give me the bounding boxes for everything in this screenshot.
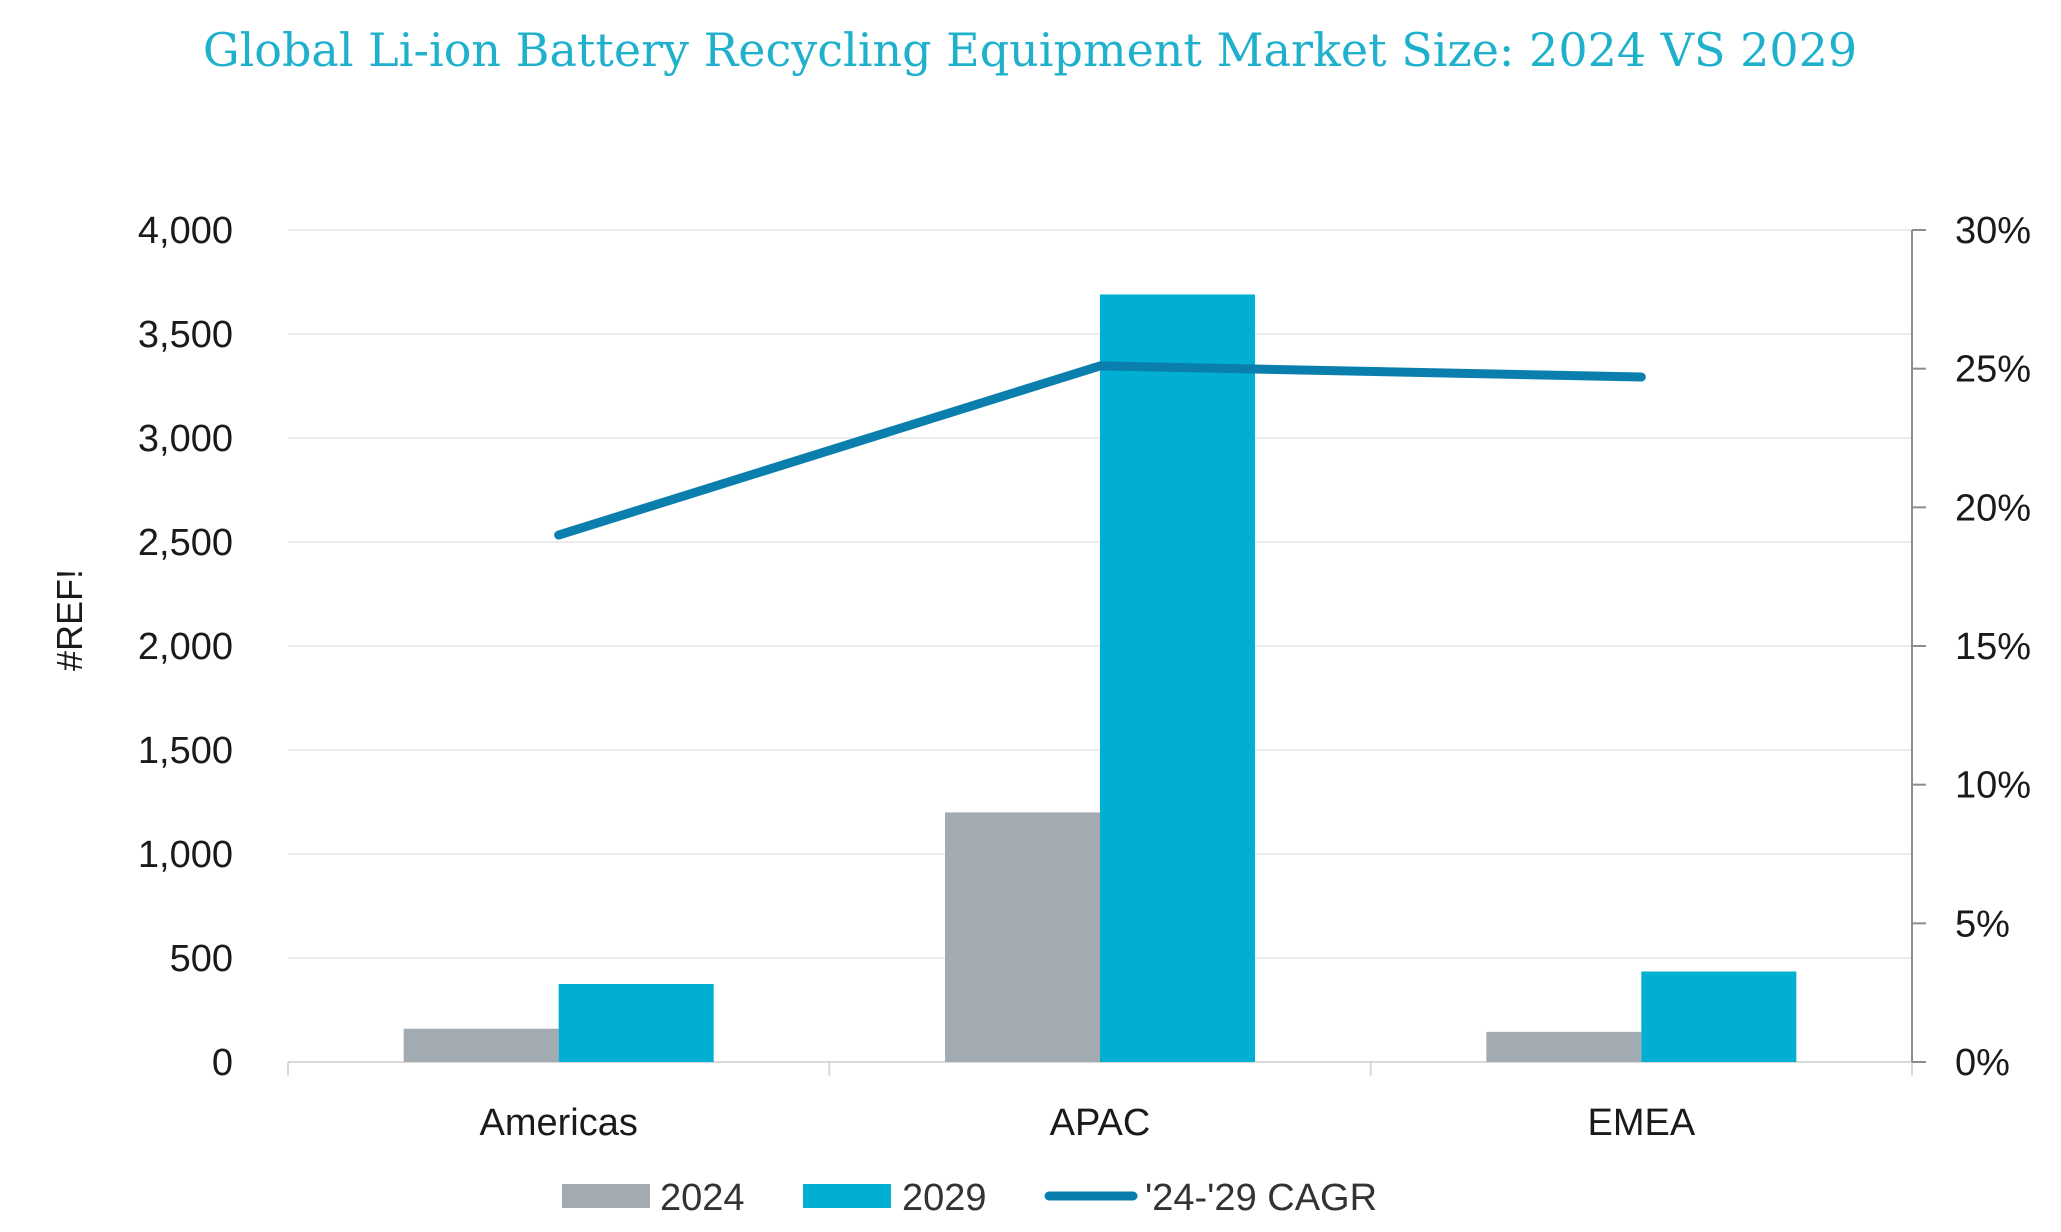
category-label: EMEA (1587, 1102, 1695, 1144)
y-tick-label: 2,500 (138, 522, 233, 564)
x-axis (287, 1061, 1913, 1076)
legend-label: '24-'29 CAGR (1145, 1177, 1377, 1219)
legend-swatch (803, 1184, 891, 1208)
right-y-ticks: 0% 5% 10% 15% 20% 25% 30% (1955, 210, 2031, 1084)
right-tick-label: 5% (1955, 903, 2010, 945)
bars (403, 294, 1797, 1063)
bar-2029 (558, 984, 714, 1062)
y-tick-label: 1,500 (138, 730, 233, 772)
right-tick-label: 15% (1955, 626, 2031, 668)
y-tick-label: 0 (212, 1042, 233, 1084)
chart-title: Global Li-ion Battery Recycling Equipmen… (203, 23, 1857, 77)
legend-label: 2024 (660, 1177, 745, 1219)
y-axis-label: #REF! (49, 569, 90, 671)
y-tick-label: 1,000 (138, 834, 233, 876)
cagr-line-layer (554, 361, 1646, 540)
left-y-ticks: 0 500 1,000 1,500 2,000 2,500 3,000 3,500 4,000 (138, 210, 233, 1084)
bar-2024 (403, 1028, 559, 1062)
y-tick-label: 3,000 (138, 418, 233, 460)
legend: 2024 2029 '24-'29 CAGR (562, 1177, 1377, 1219)
category-label: Americas (479, 1102, 637, 1144)
cagr-line (554, 361, 1646, 540)
right-tick-label: 30% (1955, 210, 2031, 252)
y-tick-label: 3,500 (138, 314, 233, 356)
y-tick-label: 2,000 (138, 626, 233, 668)
bar-2029 (1100, 294, 1255, 1063)
bar-2024 (945, 812, 1100, 1062)
right-tick-label: 20% (1955, 487, 2031, 529)
right-tick-label: 10% (1955, 765, 2031, 807)
right-tick-label: 25% (1955, 349, 2031, 391)
right-tick-label: 0% (1955, 1042, 2010, 1084)
y-tick-label: 4,000 (138, 210, 233, 252)
bar-2029 (1641, 971, 1797, 1062)
category-labels: Americas APAC EMEA (479, 1102, 1695, 1144)
bar-2024 (1486, 1031, 1642, 1062)
y-tick-label: 500 (170, 938, 233, 980)
legend-swatch (562, 1184, 650, 1208)
legend-label: 2029 (902, 1177, 987, 1219)
category-label: APAC (1050, 1102, 1151, 1144)
right-y-axis (1911, 229, 1926, 1063)
